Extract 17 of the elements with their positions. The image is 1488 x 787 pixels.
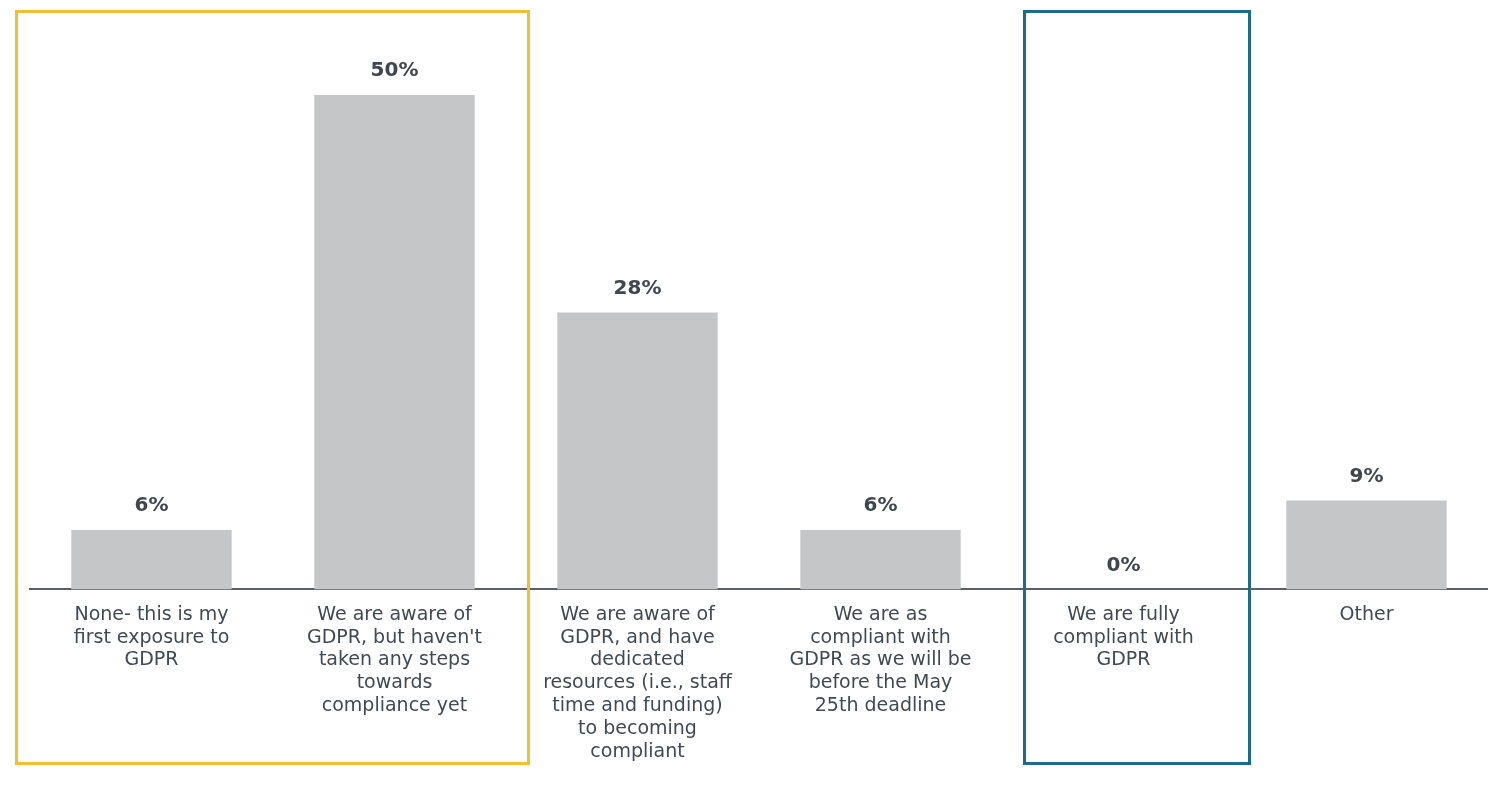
- bar: [1286, 500, 1447, 590]
- data-label: 0%: [1106, 551, 1141, 576]
- bar: [314, 95, 475, 590]
- bar: [800, 530, 961, 590]
- bar: [71, 530, 232, 590]
- data-label: 28%: [613, 274, 662, 299]
- data-label: 9%: [1349, 462, 1384, 487]
- data-label: 50%: [370, 57, 419, 82]
- x-tick-label: We are as compliant with GDPR as we will be before the May 25th deadline: [789, 601, 972, 715]
- data-label: 6%: [134, 492, 169, 517]
- x-tick-label: We are aware of GDPR, and have dedicated resources (i.e., staff time and funding) to becoming compliant: [543, 601, 733, 761]
- data-label: 6%: [863, 492, 898, 517]
- x-tick-label: None- this is my first exposure to GDPR: [73, 601, 230, 670]
- bar: [557, 312, 718, 590]
- x-tick-label: We are fully compliant with GDPR: [1053, 601, 1194, 670]
- x-tick-label: Other: [1339, 601, 1394, 624]
- x-tick-label: We are aware of GDPR, but haven't taken any steps towards compliance yet: [306, 601, 483, 715]
